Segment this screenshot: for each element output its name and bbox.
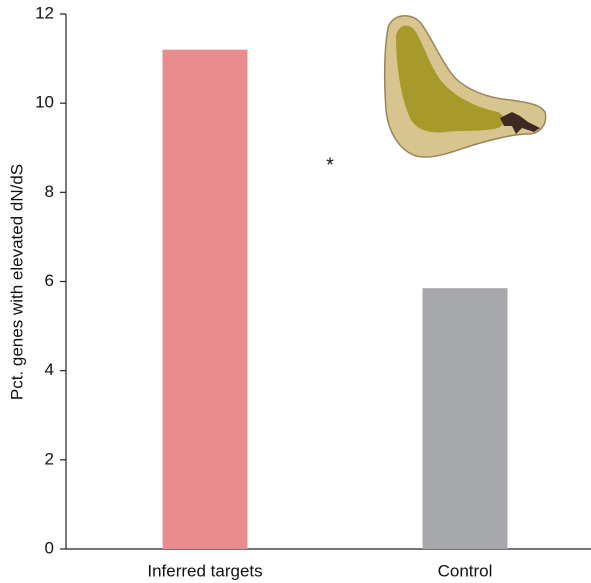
y-tick-label: 2 xyxy=(45,449,54,468)
y-tick-label: 0 xyxy=(45,538,54,557)
x-tick-label: Control xyxy=(438,561,493,580)
chart: Pct. genes with elevated dN/dS * 0 2 4 6 8 10… xyxy=(0,0,591,583)
significance-annotation: * xyxy=(326,154,334,176)
y-axis-label: Pct. genes with elevated dN/dS xyxy=(7,164,26,400)
y-tick-label: 12 xyxy=(35,3,54,22)
bar xyxy=(423,288,508,549)
planarian-illustration xyxy=(385,16,546,157)
y-tick-label: 6 xyxy=(45,271,54,290)
x-tick-label: Inferred targets xyxy=(147,561,262,580)
y-tick-label: 8 xyxy=(45,182,54,201)
y-tick-label: 10 xyxy=(35,93,54,112)
bar xyxy=(163,50,248,549)
y-tick-label: 4 xyxy=(45,360,54,379)
